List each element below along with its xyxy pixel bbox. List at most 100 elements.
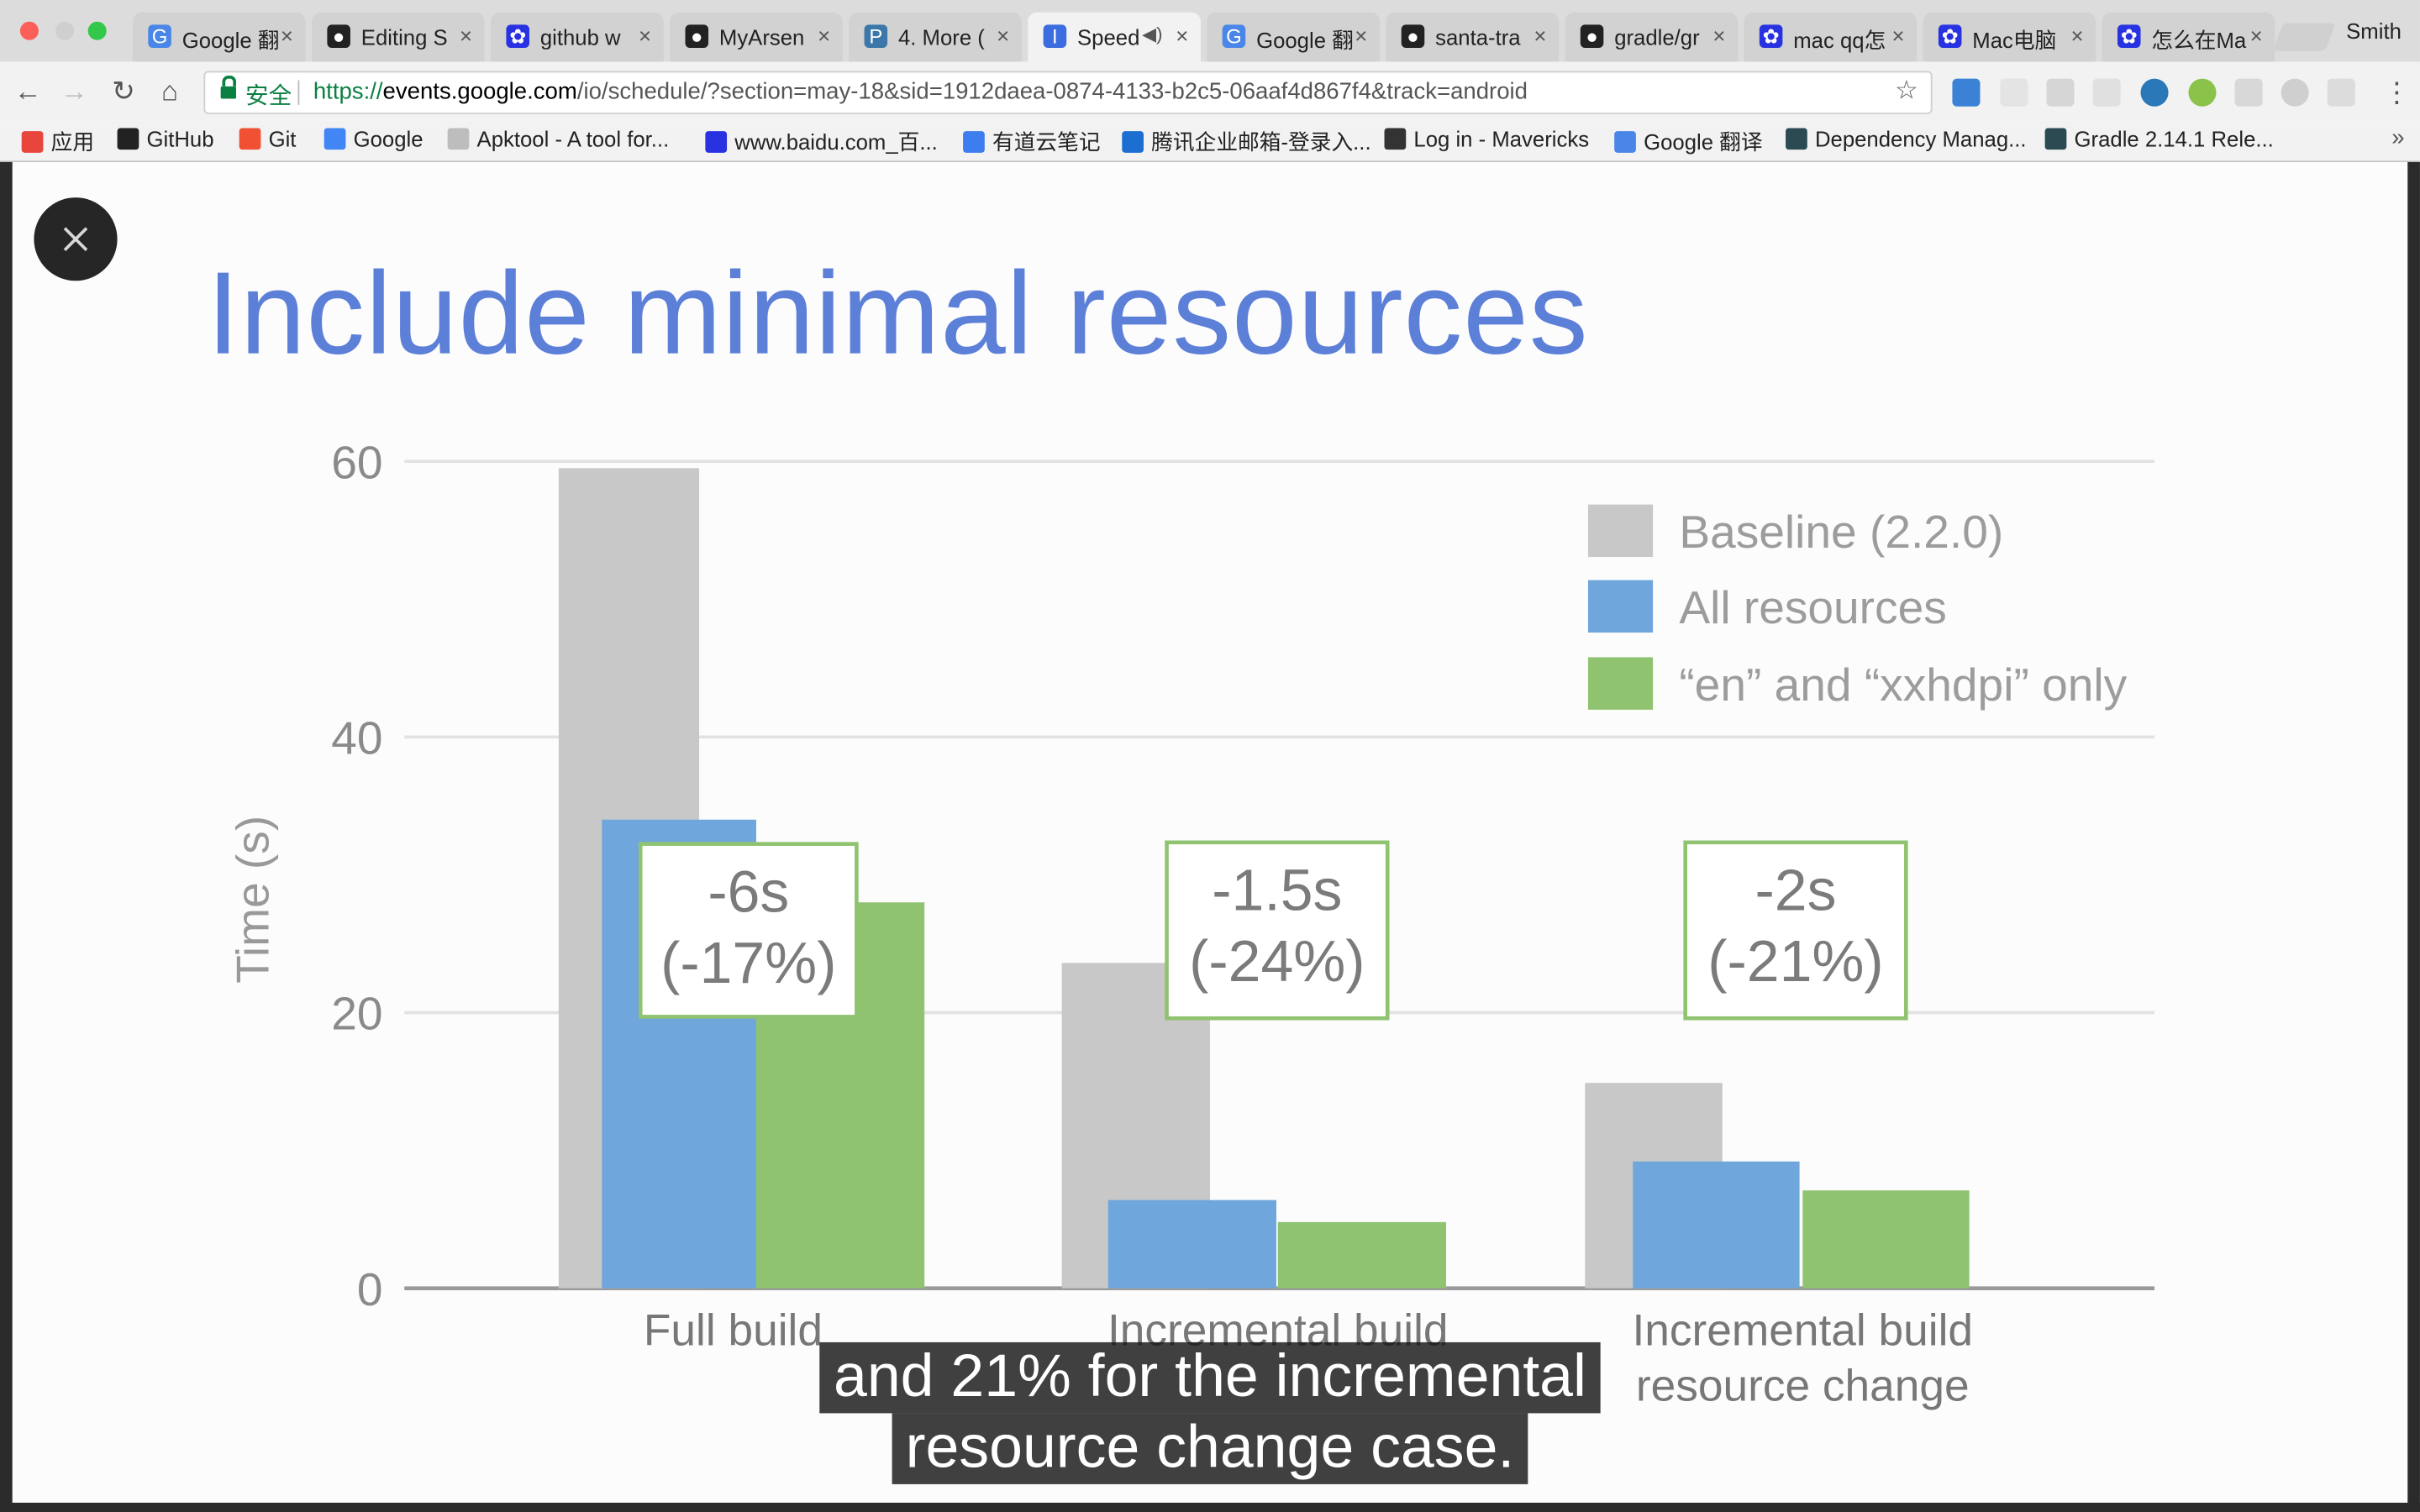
extension-grid-icon[interactable]	[2234, 78, 2263, 107]
bookmark-label: 应用	[50, 129, 95, 155]
y-tick-label: 0	[357, 1263, 383, 1315]
category-label: resource change	[1636, 1362, 1970, 1411]
tab-2[interactable]: ● Editing S ×	[312, 12, 485, 62]
tab-close-icon[interactable]: ×	[639, 23, 652, 48]
tab-8[interactable]: ● santa-tra ×	[1386, 12, 1560, 62]
github-icon: ●	[685, 24, 709, 48]
tab-close-icon[interactable]: ×	[280, 23, 293, 48]
gradle-icon	[1786, 128, 1807, 150]
tab-5[interactable]: P 4. More ( ×	[849, 12, 1022, 62]
bookmark-label: GitHub	[146, 126, 214, 151]
tab-11[interactable]: ✿ Mac电脑 ×	[1923, 12, 2096, 62]
bar-2-category-3	[1633, 1161, 1800, 1289]
address-bar[interactable]: 安全 https://events.google.com/io/schedule…	[203, 71, 1933, 114]
bookmark-item[interactable]: Dependency Manag...	[1786, 127, 2027, 151]
y-tick-label: 60	[331, 436, 382, 488]
security-label: 安全	[245, 83, 292, 110]
tab-close-icon[interactable]: ×	[818, 23, 831, 48]
tab-4[interactable]: ● MyArsen ×	[670, 12, 843, 62]
tab-label: santa-tra	[1435, 24, 1521, 50]
bar-3-category-2	[1277, 1221, 1446, 1289]
category-label: Full build	[644, 1306, 823, 1356]
tab-10[interactable]: ✿ mac qq怎 ×	[1744, 12, 1918, 62]
caption-line-2: resource change case.	[892, 1413, 1528, 1484]
bookmark-label: 腾讯企业邮箱-登录入...	[1151, 129, 1371, 155]
bookmark-item[interactable]: Log in - Mavericks	[1384, 127, 1589, 151]
bookmark-item[interactable]: GitHub	[117, 126, 214, 151]
url-text[interactable]: https://events.google.com/io/schedule/?s…	[313, 79, 1528, 105]
bookmark-item[interactable]: 有道云笔记	[963, 127, 1101, 158]
tab-7[interactable]: G Google 翻 ×	[1207, 12, 1381, 62]
tab-close-icon[interactable]: ×	[1176, 23, 1189, 48]
search-extension-icon[interactable]	[2092, 78, 2121, 107]
extension-mic-icon[interactable]	[2046, 78, 2075, 107]
tab-label: Editing S	[360, 24, 448, 50]
tab-close-icon[interactable]: ×	[997, 23, 1010, 48]
tab-3[interactable]: ✿ github w ×	[491, 12, 664, 62]
bookmark-item[interactable]: Gradle 2.14.1 Rele...	[2044, 127, 2274, 151]
bookmark-item[interactable]: Google	[324, 127, 424, 151]
reload-icon[interactable]: ↻	[112, 75, 135, 107]
tab-close-icon[interactable]: ×	[1891, 23, 1905, 48]
category-label: Incremental build	[1633, 1306, 1974, 1356]
annotation-box	[1683, 840, 1908, 1021]
speaker-icon[interactable]: ◀)	[1142, 23, 1163, 45]
y-axis-label: Time (s)	[227, 816, 279, 984]
bookmark-item[interactable]: Git	[239, 127, 296, 151]
tab-6[interactable]: I Speed × ◀)	[1028, 12, 1201, 62]
extension-r-icon[interactable]	[2140, 78, 2169, 107]
python-icon: P	[864, 24, 888, 48]
github-icon	[117, 128, 139, 150]
bookmark-label: 有道云笔记	[992, 129, 1101, 155]
minimize-window-button[interactable]	[55, 21, 75, 40]
bookmark-item[interactable]: www.baidu.com_百...	[705, 127, 938, 158]
google-translate-icon	[1614, 131, 1636, 153]
player-bottom-edge	[0, 1502, 2420, 1512]
subtitle-caption: and 21% for the incremental resource cha…	[0, 1341, 2420, 1484]
tab-12[interactable]: ✿ 怎么在Ma ×	[2102, 12, 2275, 62]
forward-arrow-icon[interactable]: →	[60, 75, 88, 107]
bookmark-item[interactable]: 应用	[21, 127, 95, 158]
bookmark-item[interactable]: 腾讯企业邮箱-登录入...	[1122, 127, 1371, 158]
tab-9[interactable]: ● gradle/gr ×	[1565, 12, 1739, 62]
bookmark-label: Google	[353, 126, 424, 151]
legend-label: Baseline (2.2.0)	[1679, 506, 2003, 558]
tab-close-icon[interactable]: ×	[2249, 23, 2263, 48]
baidu-paw-icon: ✿	[1938, 24, 1962, 48]
back-arrow-icon[interactable]: ←	[13, 75, 42, 107]
tab-close-icon[interactable]: ×	[1712, 23, 1726, 48]
legend-swatch	[1587, 504, 1654, 558]
annotation-text: -2s	[1755, 858, 1837, 923]
bookmarks-overflow-button[interactable]: »	[2391, 124, 2405, 151]
annotation-text: (-21%)	[1707, 928, 1883, 994]
bookmark-item[interactable]: Apktool - A tool for...	[447, 127, 669, 151]
extension-circle-icon[interactable]	[2281, 78, 2309, 107]
git-icon	[239, 128, 261, 150]
tab-close-icon[interactable]: ×	[1355, 23, 1368, 48]
bookmark-label: Google 翻译	[1644, 129, 1763, 155]
bookmark-star-icon[interactable]: ☆	[1895, 75, 1919, 105]
zoom-window-button[interactable]	[87, 21, 107, 40]
tab-label: 4. More (	[897, 24, 985, 50]
tab-close-icon[interactable]: ×	[1534, 23, 1547, 48]
profile-name[interactable]: Smith	[2346, 18, 2402, 44]
close-icon[interactable]	[34, 197, 118, 281]
github-icon: ●	[327, 24, 350, 48]
home-icon[interactable]: ⌂	[161, 75, 179, 107]
bookmark-item[interactable]: Google 翻译	[1614, 127, 1763, 158]
tab-1[interactable]: G Google 翻 ×	[132, 12, 306, 62]
extension-plane-icon[interactable]	[2327, 78, 2355, 107]
url-host: events.google.com	[382, 78, 577, 105]
tab-close-icon[interactable]: ×	[459, 23, 473, 48]
tab-label: MyArsen	[718, 24, 805, 50]
close-window-button[interactable]	[19, 21, 39, 40]
android-extension-icon[interactable]	[2188, 78, 2217, 107]
extension-a-icon[interactable]	[2000, 78, 2028, 107]
page-icon	[447, 128, 470, 150]
browser-menu-icon[interactable]: ⋮	[2382, 76, 2411, 108]
omnibox-divider	[297, 80, 300, 105]
pocket-extension-icon[interactable]	[1952, 78, 1981, 107]
tab-close-icon[interactable]: ×	[2070, 23, 2084, 48]
